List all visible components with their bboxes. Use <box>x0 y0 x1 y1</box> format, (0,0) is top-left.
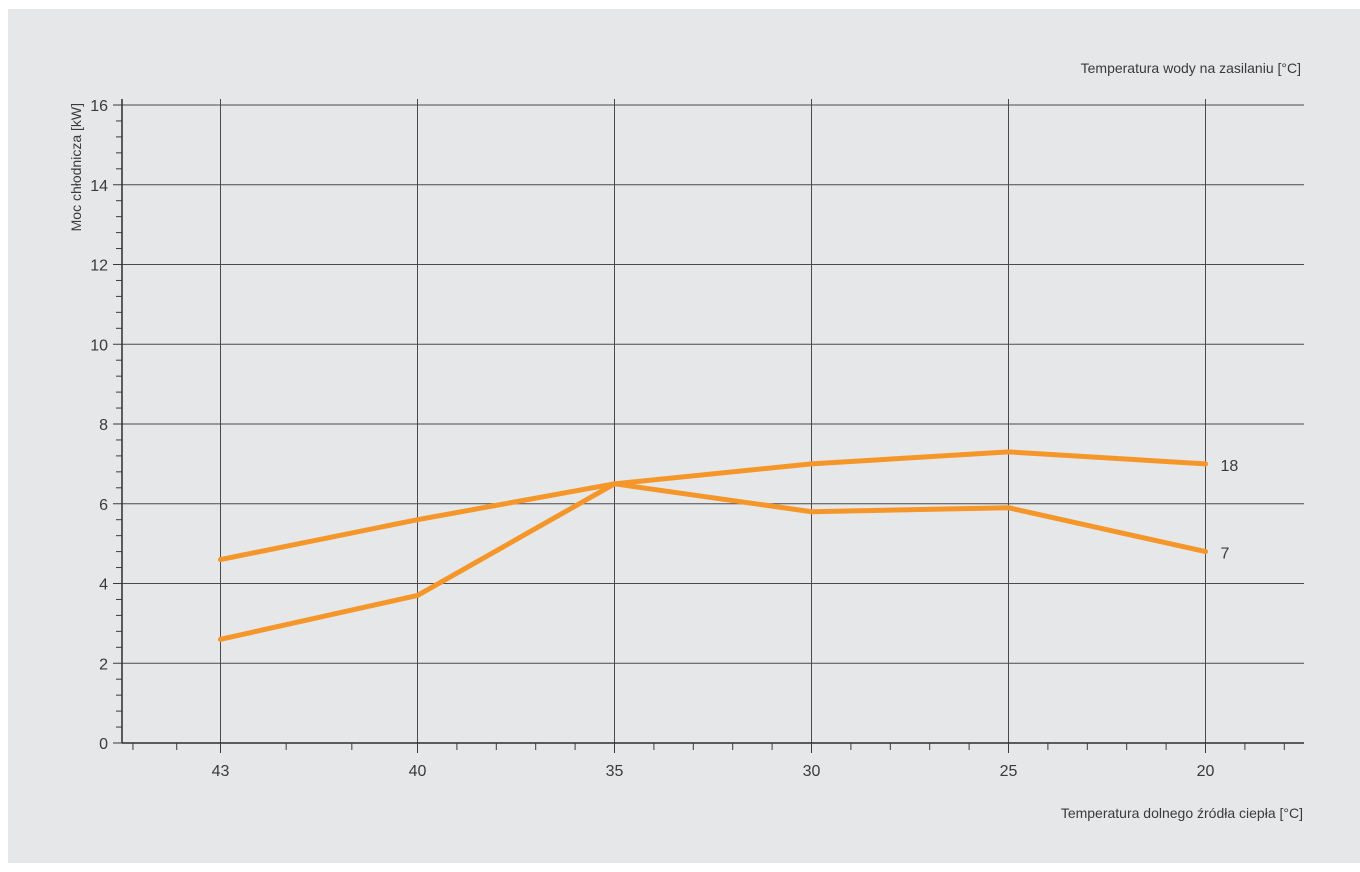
x-tick-label: 40 <box>409 763 427 780</box>
y-tick-label: 4 <box>99 577 108 594</box>
series-point-7 <box>1203 549 1208 555</box>
y-tick-label: 6 <box>99 497 108 514</box>
chart-panel: 0 2 4 6 8 10 12 14 16 43 40 35 30 25 20 18 7 Moc chłodni… <box>8 9 1360 863</box>
x-axis-title: Temperatura dolnego źródła ciepła [°C] <box>1061 805 1303 821</box>
series-label-7: 7 <box>1221 546 1230 563</box>
series-line-7 <box>218 481 1208 642</box>
series-point-7 <box>612 481 617 487</box>
series-point-18 <box>415 517 420 523</box>
x-tick-label: 25 <box>1000 763 1018 780</box>
secondary-axis-title: Temperatura wody na zasilaniu [°C] <box>1081 60 1301 76</box>
series-line-18 <box>218 449 1208 563</box>
y-axis-title: Moc chłodnicza [kW] <box>68 103 84 231</box>
axes <box>121 99 1304 744</box>
minor-ticks <box>113 104 1285 753</box>
series-point-7 <box>415 592 420 598</box>
series-lines <box>218 449 1208 642</box>
y-tick-label: 8 <box>99 417 108 434</box>
series-point-18 <box>809 461 814 467</box>
y-tick-label: 12 <box>90 258 108 275</box>
series-point-7 <box>809 509 814 515</box>
y-tick-label: 0 <box>99 736 108 753</box>
y-tick-label: 16 <box>90 98 108 115</box>
series-point-7 <box>1006 505 1011 511</box>
series-point-18 <box>1006 449 1011 455</box>
x-tick-label: 35 <box>606 763 624 780</box>
series-label-18: 18 <box>1221 458 1239 475</box>
x-tick-label: 20 <box>1197 763 1215 780</box>
y-tick-label: 2 <box>99 656 108 673</box>
grid <box>122 99 1304 743</box>
x-tick-label: 30 <box>803 763 821 780</box>
series-point-7 <box>218 636 223 642</box>
series-point-18 <box>218 557 223 563</box>
tick-labels: 0 2 4 6 8 10 12 14 16 43 40 35 30 25 20 18 7 <box>90 98 1238 780</box>
y-tick-label: 14 <box>90 178 108 195</box>
series-point-18 <box>1203 461 1208 467</box>
cooling-capacity-chart: 0 2 4 6 8 10 12 14 16 43 40 35 30 25 20 18 7 Moc chłodni… <box>68 60 1304 821</box>
x-tick-label: 43 <box>212 763 230 780</box>
y-tick-label: 10 <box>90 337 108 354</box>
